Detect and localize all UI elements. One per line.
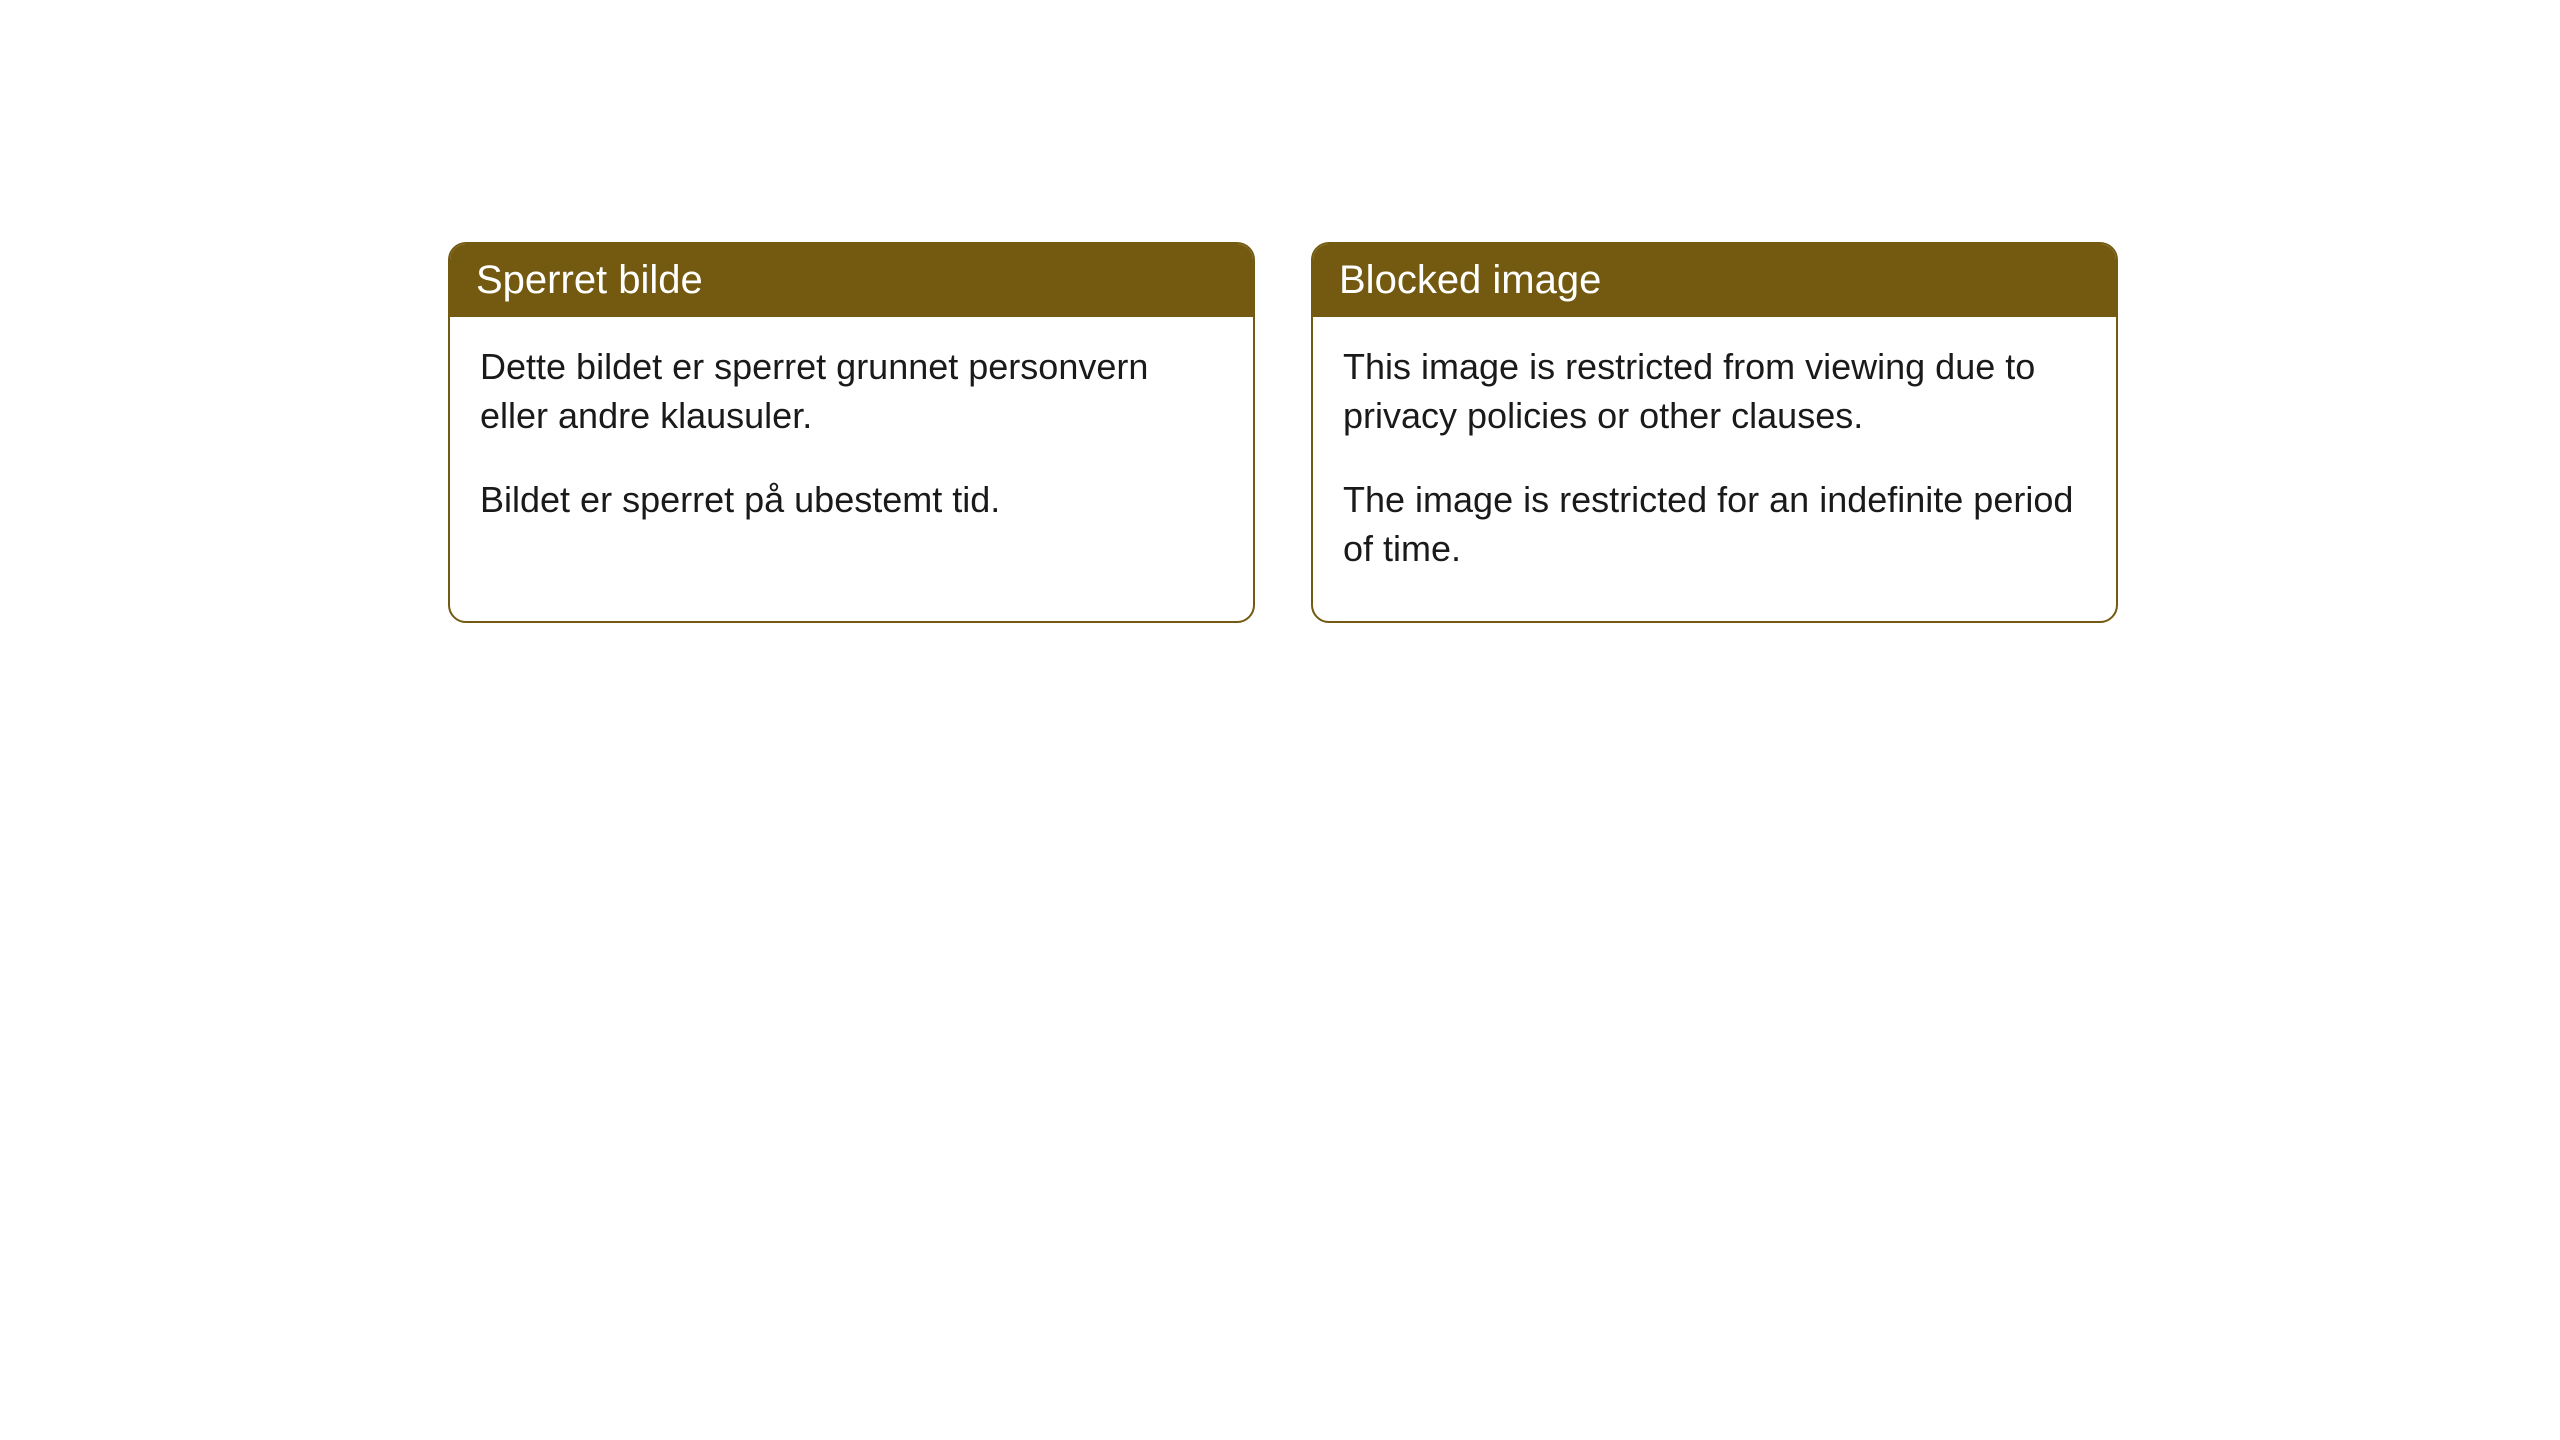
- card-body: This image is restricted from viewing du…: [1313, 317, 2116, 621]
- card-paragraph: The image is restricted for an indefinit…: [1343, 476, 2086, 573]
- card-paragraph: Dette bildet er sperret grunnet personve…: [480, 343, 1223, 440]
- card-body: Dette bildet er sperret grunnet personve…: [450, 317, 1253, 573]
- card-title: Blocked image: [1339, 258, 1601, 302]
- notice-cards-container: Sperret bilde Dette bildet er sperret gr…: [448, 242, 2560, 623]
- blocked-image-card-norwegian: Sperret bilde Dette bildet er sperret gr…: [448, 242, 1255, 623]
- blocked-image-card-english: Blocked image This image is restricted f…: [1311, 242, 2118, 623]
- card-header: Blocked image: [1313, 244, 2116, 317]
- card-paragraph: Bildet er sperret på ubestemt tid.: [480, 476, 1223, 525]
- card-header: Sperret bilde: [450, 244, 1253, 317]
- card-title: Sperret bilde: [476, 258, 703, 302]
- card-paragraph: This image is restricted from viewing du…: [1343, 343, 2086, 440]
